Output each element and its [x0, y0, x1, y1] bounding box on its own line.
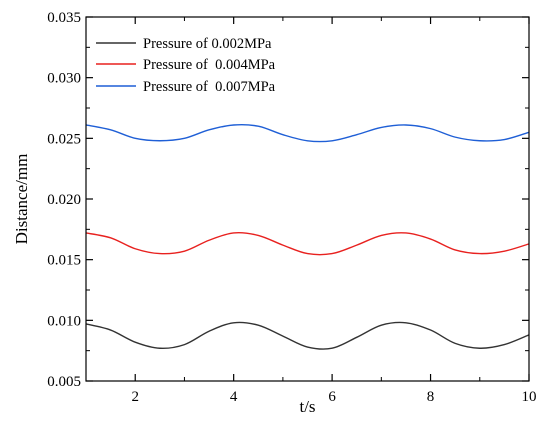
y-axis-ticks: 0.005 0.010 0.015 0.020 0.025 0.030 0.035 — [47, 10, 529, 390]
legend-label-series-3: Pressure of 0.007MPa — [143, 79, 276, 95]
y-tick-label: 0.010 — [47, 313, 81, 329]
y-tick-label: 0.035 — [47, 10, 81, 26]
y-tick-label: 0.025 — [47, 131, 81, 147]
x-tick-label: 4 — [230, 389, 238, 405]
series-line-1 — [85, 321, 530, 350]
y-tick-label: 0.020 — [47, 192, 81, 208]
y-tick-label: 0.030 — [47, 71, 81, 87]
y-axis-title: Distance/mm — [12, 154, 31, 245]
y-tick-label: 0.015 — [47, 253, 81, 269]
legend-label-series-2: Pressure of 0.004MPa — [143, 57, 276, 73]
x-axis-ticks: 2 4 6 8 10 — [131, 17, 537, 405]
x-axis-title: t/s — [299, 397, 315, 416]
series-line-3 — [85, 123, 530, 143]
y-minor-ticks — [86, 46, 529, 352]
legend: Pressure of 0.002MPa Pressure of 0.004MP… — [96, 36, 276, 95]
series-line-2 — [85, 232, 530, 256]
x-tick-label: 2 — [131, 389, 139, 405]
x-tick-label: 6 — [328, 389, 336, 405]
series-layer — [85, 123, 530, 350]
plot-frame — [85, 16, 530, 382]
legend-label-series-1: Pressure of 0.002MPa — [143, 36, 272, 52]
x-tick-label: 10 — [522, 389, 537, 405]
x-tick-label: 8 — [427, 389, 435, 405]
y-tick-label: 0.005 — [47, 374, 81, 390]
